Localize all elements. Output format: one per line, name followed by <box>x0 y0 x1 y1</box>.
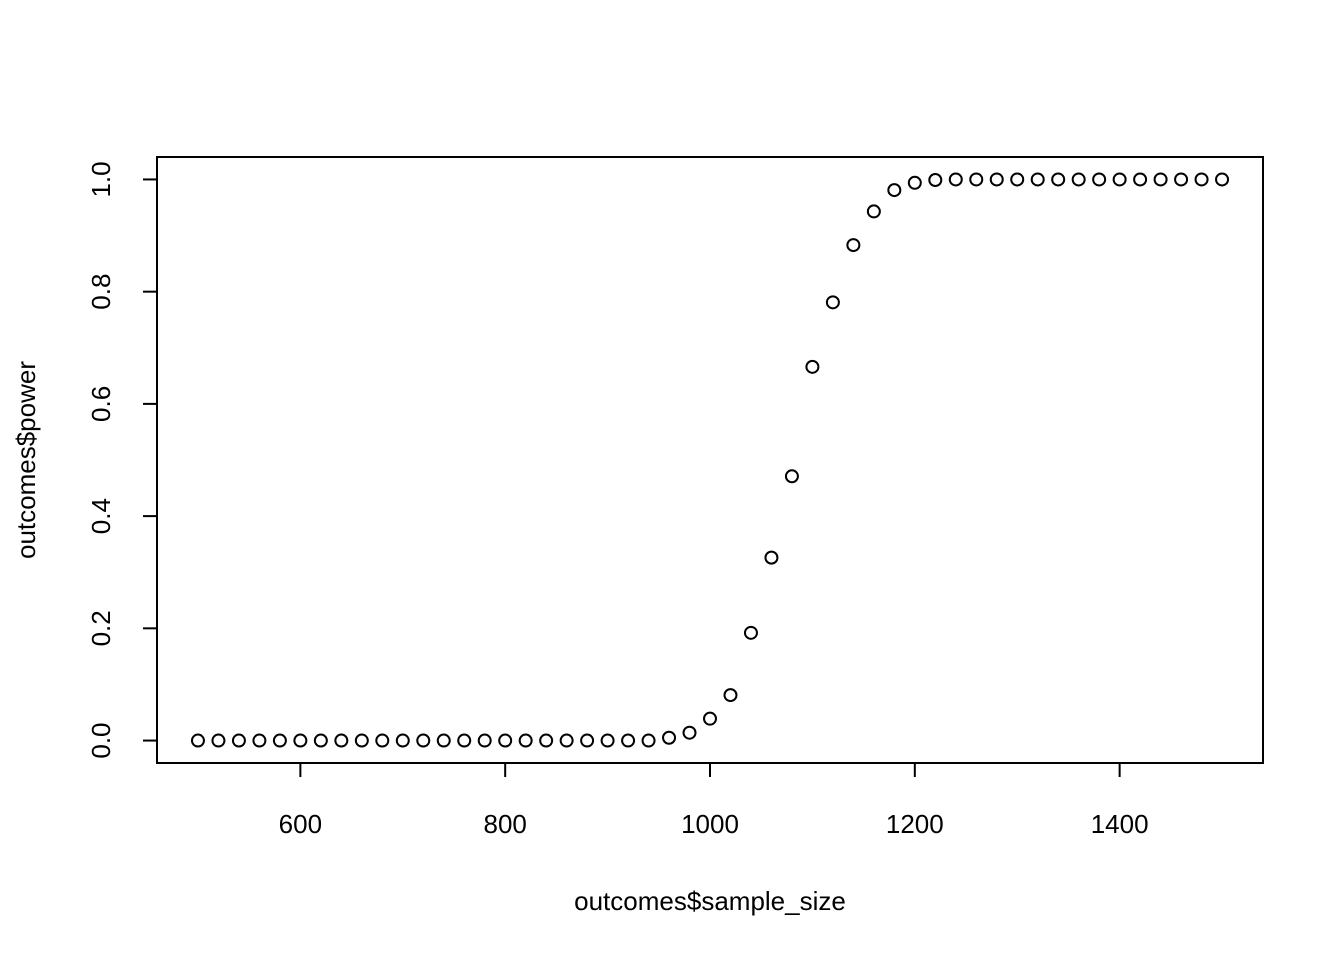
data-point <box>764 550 779 565</box>
data-point <box>272 733 287 748</box>
y-tick-label: 0.2 <box>86 610 116 646</box>
data-point <box>989 172 1004 187</box>
data-point <box>395 733 410 748</box>
plot-frame <box>156 156 1264 764</box>
y-tick-label: 0.0 <box>86 722 116 758</box>
data-point <box>498 733 513 748</box>
data-point <box>1215 172 1230 187</box>
data-point <box>580 733 595 748</box>
data-point <box>866 204 881 219</box>
data-point <box>948 172 963 187</box>
data-point <box>1174 172 1189 187</box>
x-tick-label: 1000 <box>681 809 739 839</box>
data-point <box>846 238 861 253</box>
data-point <box>436 733 451 748</box>
data-point <box>1092 172 1107 187</box>
data-point <box>641 733 656 748</box>
y-tick-label: 0.4 <box>86 498 116 534</box>
y-tick-label: 0.6 <box>86 386 116 422</box>
data-point <box>539 733 554 748</box>
data-point <box>477 733 492 748</box>
data-point <box>518 733 533 748</box>
data-point <box>1133 172 1148 187</box>
data-point <box>743 625 758 640</box>
y-axis: 0.0 0.2 0.4 0.6 0.8 1.0 <box>86 161 158 759</box>
data-point <box>805 359 820 374</box>
data-point <box>313 733 328 748</box>
data-point <box>825 295 840 310</box>
data-point <box>621 733 636 748</box>
data-point <box>252 733 267 748</box>
data-point <box>334 733 349 748</box>
data-point <box>1194 172 1209 187</box>
data-point <box>1051 172 1066 187</box>
data-point <box>559 733 574 748</box>
data-point <box>416 733 431 748</box>
x-tick-label: 800 <box>483 809 526 839</box>
data-point <box>1030 172 1045 187</box>
y-tick-label: 0.8 <box>86 274 116 310</box>
data-point <box>928 173 943 188</box>
x-axis: 600 800 1000 1200 1400 <box>279 762 1149 839</box>
data-point <box>457 733 472 748</box>
data-point <box>682 725 697 740</box>
data-point <box>887 183 902 198</box>
y-tick-label: 1.0 <box>86 161 116 197</box>
data-point <box>784 469 799 484</box>
data-point <box>231 733 246 748</box>
data-point <box>723 688 738 703</box>
data-point <box>1071 172 1086 187</box>
data-point <box>375 733 390 748</box>
x-axis-title: outcomes$sample_size <box>574 886 846 916</box>
x-tick-label: 600 <box>279 809 322 839</box>
y-axis-title: outcomes$power <box>11 361 41 559</box>
data-point <box>293 733 308 748</box>
data-point <box>211 733 226 748</box>
data-point <box>703 711 717 726</box>
data-point <box>1112 172 1127 187</box>
data-point <box>969 172 984 187</box>
data-point <box>1153 172 1168 187</box>
data-point <box>354 733 369 748</box>
x-tick-label: 1200 <box>886 809 944 839</box>
data-point <box>190 733 205 748</box>
data-point <box>662 730 677 745</box>
x-tick-label: 1400 <box>1091 809 1149 839</box>
data-point <box>600 733 615 748</box>
data-point <box>907 175 922 190</box>
data-points <box>190 172 1230 748</box>
data-point <box>1010 172 1025 187</box>
